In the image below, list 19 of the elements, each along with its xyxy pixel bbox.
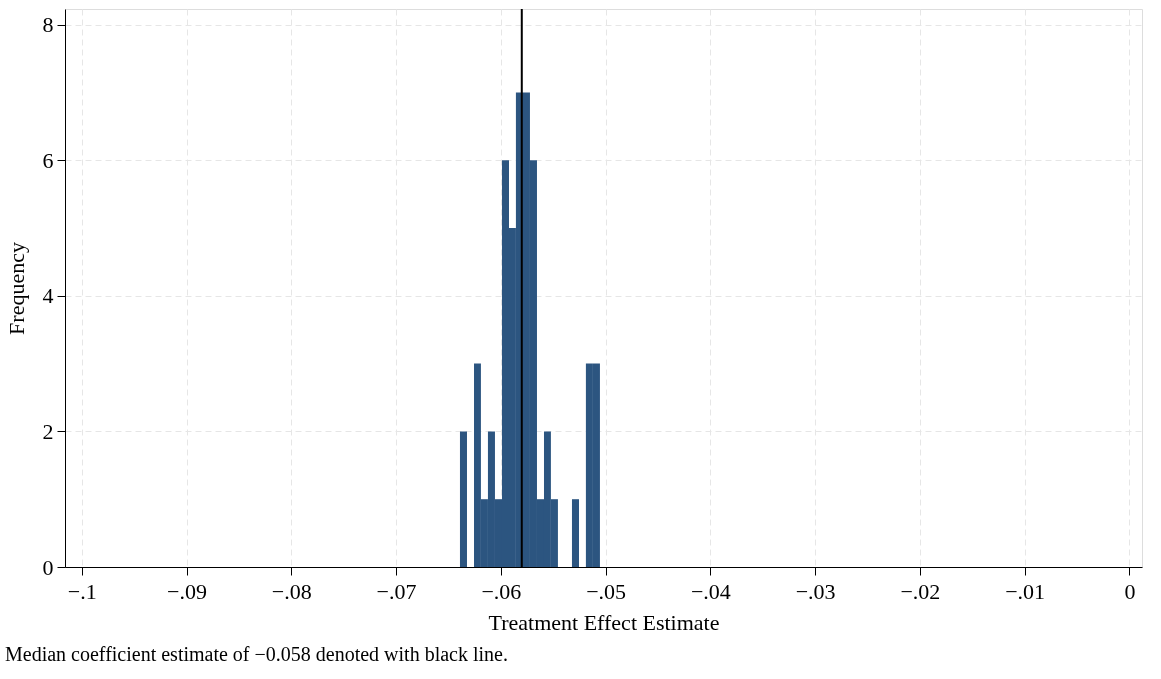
x-tick-label: −.05	[586, 578, 627, 604]
y-tick-label: 2	[42, 418, 54, 444]
x-tick-label: −.07	[376, 578, 417, 604]
y-tick-label: 0	[42, 554, 54, 580]
x-tick-label: −.04	[690, 578, 731, 604]
x-tick-label: −.09	[167, 578, 207, 604]
x-tick-label: −.06	[481, 578, 522, 604]
x-tick-label: −.02	[900, 578, 941, 604]
x-axis-title: Treatment Effect Estimate	[488, 609, 720, 635]
x-tick-label: −.08	[271, 578, 312, 604]
y-tick-label: 6	[42, 147, 54, 173]
y-tick-label: 4	[42, 283, 54, 309]
y-axis-title: Frequency	[3, 242, 29, 335]
x-tick-label: −.03	[795, 578, 836, 604]
x-tick-label: 0	[1124, 578, 1136, 604]
y-tick-label: 8	[42, 12, 54, 38]
x-tick-label: −.01	[1005, 578, 1046, 604]
x-tick-label: −.1	[67, 578, 97, 604]
text: Median coefficient estimate of −0.058 denoted with black line.	[5, 643, 508, 665]
